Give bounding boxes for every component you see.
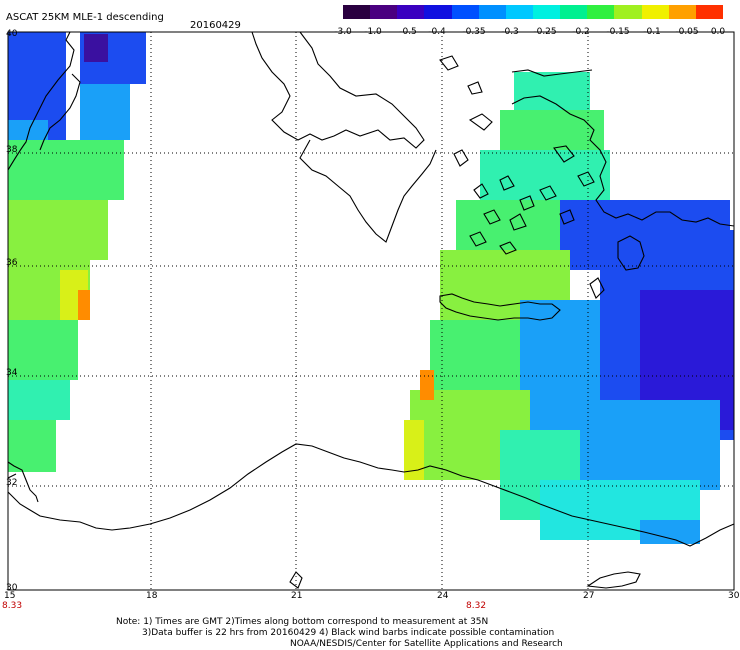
note-line-1: Note: 1) Times are GMT 2)Times along bot… (116, 617, 489, 627)
color-swatch (397, 5, 425, 19)
lon-label-21: 21 (291, 591, 303, 601)
data-cell (8, 420, 56, 472)
lat-label-30: 30 (6, 583, 18, 593)
color-swatch (478, 5, 506, 19)
crete-coast (439, 293, 561, 321)
sicily-coast (7, 461, 39, 503)
data-cell (84, 34, 108, 62)
time-label-right: 8.32 (466, 601, 487, 611)
greece-coast (251, 31, 437, 243)
product-date: 20160429 (190, 20, 241, 31)
lat-label-38: 38 (6, 145, 18, 155)
small-island (289, 571, 303, 589)
data-cell (8, 380, 70, 420)
cyprus-coast (586, 571, 641, 589)
color-swatch (668, 5, 696, 19)
data-cell (8, 320, 78, 380)
data-cell (80, 84, 130, 140)
color-swatch (370, 5, 398, 19)
data-cell (8, 140, 124, 200)
turkey-coast (511, 69, 735, 227)
color-swatch (560, 5, 588, 19)
italy-coast (7, 31, 81, 171)
color-swatch (343, 5, 371, 19)
color-swatch (424, 5, 452, 19)
data-cell (640, 520, 700, 544)
color-swatch (505, 5, 533, 19)
lon-label-30: 30 (728, 591, 740, 601)
color-swatch (451, 5, 479, 19)
lon-label-24: 24 (437, 591, 449, 601)
color-scale-bar (343, 5, 723, 19)
data-cell (78, 290, 90, 320)
data-cell (420, 370, 434, 400)
color-swatch (695, 5, 723, 19)
data-field-layer (8, 32, 734, 544)
data-cell (8, 200, 108, 260)
greek-islands (439, 55, 575, 255)
data-cell (580, 400, 720, 490)
time-label-left: 8.33 (2, 601, 23, 611)
rhodes-coast (589, 235, 645, 299)
note-line-2: 3)Data buffer is 22 hrs from 20160429 4)… (142, 628, 555, 638)
africa-coast (7, 443, 735, 547)
color-swatch (532, 5, 561, 19)
lon-label-15: 15 (4, 591, 16, 601)
map-frame (7, 31, 735, 591)
lon-label-27: 27 (583, 591, 595, 601)
note-line-3: NOAA/NESDIS/Center for Satellite Applica… (290, 639, 563, 649)
color-swatch (641, 5, 669, 19)
lat-label-34: 34 (6, 368, 18, 378)
data-cell (404, 420, 424, 480)
graticule (8, 32, 734, 590)
color-swatch (587, 5, 615, 19)
product-title: ASCAT 25KM MLE-1 descending (6, 12, 164, 23)
lat-label-32: 32 (6, 478, 17, 488)
lon-label-18: 18 (146, 591, 158, 601)
lat-label-40: 40 (6, 29, 18, 39)
lat-label-36: 36 (6, 258, 18, 268)
color-swatch (614, 5, 642, 19)
coastlines (7, 31, 735, 589)
